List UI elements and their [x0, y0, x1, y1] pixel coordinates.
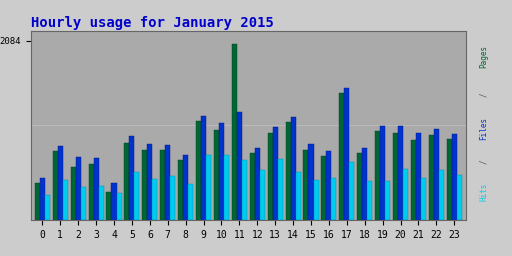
Bar	[439, 170, 444, 220]
Bar	[286, 122, 291, 220]
Bar	[224, 155, 229, 220]
Bar	[452, 134, 457, 220]
Bar	[278, 159, 283, 220]
Bar	[53, 151, 58, 220]
Bar	[142, 150, 147, 220]
Bar	[416, 133, 421, 220]
Bar	[447, 139, 452, 220]
Bar	[89, 164, 94, 220]
Bar	[313, 180, 318, 220]
Bar	[35, 183, 40, 220]
Bar	[40, 178, 45, 220]
Bar	[255, 148, 260, 220]
Text: Pages: Pages	[479, 45, 488, 68]
Bar	[268, 133, 273, 220]
Bar	[219, 123, 224, 220]
Bar	[124, 143, 130, 220]
Bar	[58, 146, 63, 220]
Bar	[421, 178, 426, 220]
Bar	[81, 187, 86, 220]
Text: /: /	[479, 159, 488, 164]
Bar	[94, 158, 99, 220]
Bar	[367, 182, 372, 220]
Bar	[457, 175, 462, 220]
Bar	[106, 192, 112, 220]
Bar	[130, 136, 135, 220]
Bar	[147, 144, 153, 220]
Bar	[357, 153, 362, 220]
Bar	[309, 144, 313, 220]
Bar	[385, 180, 390, 220]
Text: Hourly usage for January 2015: Hourly usage for January 2015	[31, 16, 273, 29]
Bar	[183, 155, 188, 220]
Text: /: /	[479, 92, 488, 97]
Bar	[153, 179, 157, 220]
Bar	[362, 148, 367, 220]
Bar	[170, 176, 175, 220]
Bar	[232, 45, 237, 220]
Bar	[339, 93, 344, 220]
Bar	[76, 157, 81, 220]
Bar	[349, 162, 354, 220]
Bar	[398, 126, 403, 220]
Bar	[250, 153, 255, 220]
Bar	[273, 127, 278, 220]
Bar	[331, 178, 336, 220]
Bar	[45, 195, 50, 220]
Bar	[322, 156, 327, 220]
Bar	[63, 180, 68, 220]
Bar	[196, 121, 201, 220]
Text: Hits: Hits	[479, 183, 488, 201]
Bar	[429, 135, 434, 220]
Bar	[291, 117, 295, 220]
Bar	[295, 172, 301, 220]
Bar	[237, 112, 242, 220]
Bar	[344, 88, 349, 220]
Bar	[206, 155, 211, 220]
Bar	[434, 129, 439, 220]
Bar	[242, 160, 247, 220]
Bar	[99, 186, 103, 220]
Bar	[411, 140, 416, 220]
Bar	[260, 170, 265, 220]
Bar	[304, 150, 309, 220]
Bar	[71, 167, 76, 220]
Bar	[165, 145, 170, 220]
Bar	[201, 116, 206, 220]
Bar	[135, 172, 139, 220]
Bar	[188, 184, 193, 220]
Text: Files: Files	[479, 116, 488, 140]
Bar	[117, 194, 121, 220]
Bar	[393, 133, 398, 220]
Bar	[380, 126, 385, 220]
Bar	[214, 130, 219, 220]
Bar	[160, 151, 165, 220]
Bar	[178, 160, 183, 220]
Bar	[375, 132, 380, 220]
Bar	[112, 183, 117, 220]
Bar	[327, 151, 331, 220]
Bar	[403, 169, 408, 220]
